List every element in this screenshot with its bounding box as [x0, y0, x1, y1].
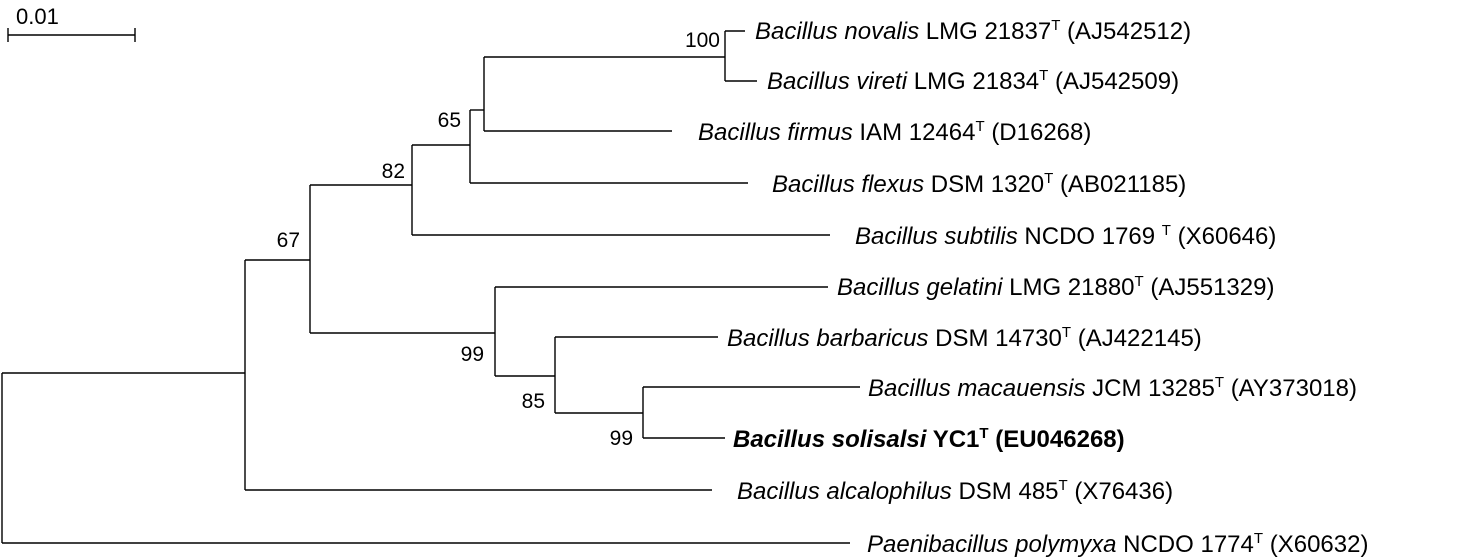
- type-strain-superscript: T: [1135, 273, 1144, 290]
- taxon-label-vireti: Bacillus vireti LMG 21834T (AJ542509): [767, 59, 1179, 95]
- taxon-species: solisalsi: [832, 426, 928, 453]
- type-strain-superscript: T: [1044, 170, 1053, 187]
- taxon-species: vireti: [856, 68, 907, 95]
- taxon-accession: (X76436): [1074, 478, 1173, 505]
- taxon-accession: (AJ422145): [1078, 325, 1202, 352]
- taxon-strain: NCDO 1774: [1123, 531, 1254, 558]
- taxon-strain: DSM 14730: [935, 325, 1062, 352]
- taxon-species: novalis: [844, 18, 919, 45]
- taxon-label-flexus: Bacillus flexus DSM 1320T (AB021185): [772, 162, 1186, 198]
- type-strain-superscript: T: [979, 425, 988, 442]
- bootstrap-novalis-vireti: 100: [685, 29, 720, 52]
- taxon-strain: NCDO 1769: [1024, 223, 1161, 250]
- taxon-species: flexus: [861, 171, 924, 198]
- taxon-accession: (X60646): [1178, 223, 1277, 250]
- taxon-genus: Bacillus: [755, 18, 838, 45]
- taxon-genus: Bacillus: [727, 325, 810, 352]
- bootstrap-barbaricus-clade: 85: [522, 390, 545, 413]
- taxon-strain: LMG 21837: [926, 18, 1051, 45]
- type-strain-superscript: T: [1039, 67, 1048, 84]
- taxon-strain: DSM 485: [958, 478, 1058, 505]
- taxon-label-alcalophilus: Bacillus alcalophilus DSM 485T (X76436): [737, 469, 1173, 505]
- taxon-accession: (AY373018): [1231, 375, 1357, 402]
- taxon-accession: (AJ542509): [1055, 68, 1179, 95]
- taxon-genus: Bacillus: [698, 119, 781, 146]
- scale-bar-label: 0.01: [16, 4, 59, 29]
- bootstrap-macauensis-solisalsi: 99: [610, 427, 633, 450]
- taxon-species: barbaricus: [816, 325, 928, 352]
- taxon-label-gelatini: Bacillus gelatini LMG 21880T (AJ551329): [837, 265, 1274, 301]
- taxon-strain: JCM 13285: [1092, 375, 1215, 402]
- bootstrap-flexus-clade: 82: [382, 160, 405, 183]
- type-strain-superscript: T: [1254, 530, 1263, 547]
- bootstrap-upper-clade: 67: [277, 229, 300, 252]
- taxon-genus: Bacillus: [772, 171, 855, 198]
- tree-branches: [1, 30, 860, 544]
- taxon-label-firmus: Bacillus firmus IAM 12464T (D16268): [698, 110, 1091, 146]
- taxon-species: polymyxa: [1014, 531, 1116, 558]
- taxon-genus: Bacillus: [868, 375, 951, 402]
- taxon-strain: DSM 1320: [931, 171, 1044, 198]
- taxon-genus: Bacillus: [837, 274, 920, 301]
- type-strain-superscript: T: [975, 118, 984, 135]
- taxon-accession: (AJ542512): [1067, 18, 1191, 45]
- type-strain-superscript: T: [1162, 222, 1171, 239]
- taxon-species: firmus: [787, 119, 852, 146]
- taxon-species: gelatini: [926, 274, 1003, 301]
- taxon-strain: IAM 12464: [859, 119, 975, 146]
- taxon-strain: YC1: [933, 426, 980, 453]
- taxon-genus: Paenibacillus: [867, 531, 1008, 558]
- bootstrap-values: 100 65 82 67 99 85 99: [277, 29, 720, 450]
- taxon-genus: Bacillus: [855, 223, 938, 250]
- taxon-accession: (D16268): [991, 119, 1091, 146]
- taxon-label-macauensis: Bacillus macauensis JCM 13285T (AY373018…: [868, 366, 1357, 402]
- taxon-strain: LMG 21880: [1009, 274, 1134, 301]
- taxon-accession: (X60632): [1270, 531, 1369, 558]
- taxon-genus: Bacillus: [733, 426, 825, 453]
- type-strain-superscript: T: [1059, 477, 1068, 494]
- taxon-accession: (EU046268): [995, 426, 1124, 453]
- type-strain-superscript: T: [1051, 17, 1060, 34]
- taxon-label-barbaricus: Bacillus barbaricus DSM 14730T (AJ422145…: [727, 316, 1202, 352]
- taxon-genus: Bacillus: [737, 478, 820, 505]
- taxon-label-novalis: Bacillus novalis LMG 21837T (AJ542512): [755, 9, 1191, 45]
- bootstrap-gelatini-clade: 99: [461, 343, 484, 366]
- scale-bar: 0.01: [7, 4, 136, 42]
- taxon-strain: LMG 21834: [914, 68, 1039, 95]
- taxon-species: subtilis: [944, 223, 1017, 250]
- type-strain-superscript: T: [1215, 374, 1224, 391]
- taxon-species: alcalophilus: [826, 478, 951, 505]
- taxon-label-solisalsi: Bacillus solisalsi YC1T (EU046268): [733, 417, 1125, 453]
- bootstrap-firmus-clade: 65: [438, 109, 461, 132]
- taxon-labels: Bacillus novalis LMG 21837T (AJ542512) B…: [698, 9, 1368, 558]
- type-strain-superscript: T: [1062, 324, 1071, 341]
- taxon-label-subtilis: Bacillus subtilis NCDO 1769 T (X60646): [855, 214, 1276, 250]
- taxon-genus: Bacillus: [767, 68, 850, 95]
- taxon-accession: (AB021185): [1060, 171, 1186, 198]
- taxon-label-polymyxa: Paenibacillus polymyxa NCDO 1774T (X6063…: [867, 522, 1368, 558]
- taxon-accession: (AJ551329): [1150, 274, 1274, 301]
- taxon-species: macauensis: [957, 375, 1085, 402]
